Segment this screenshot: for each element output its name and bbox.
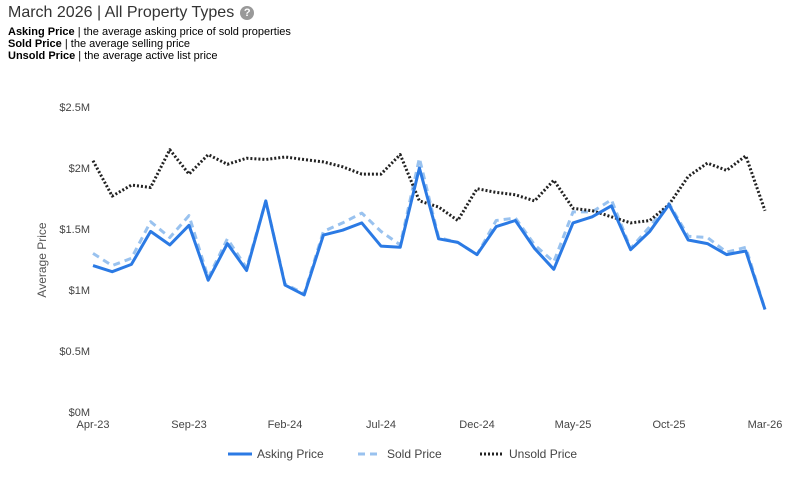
price-definitions: Asking Price | the average asking price … xyxy=(8,26,291,62)
x-tick-label: Sep-23 xyxy=(171,419,206,431)
definition-asking-price: Asking Price | the average asking price … xyxy=(8,26,291,38)
chart-legend: Asking Price Sold Price Unsold Price xyxy=(228,447,577,461)
legend-item-sold-price[interactable]: Sold Price xyxy=(358,447,442,461)
page-title: March 2026 | All Property Types xyxy=(8,4,235,21)
definition-sold-price: Sold Price | the average selling price xyxy=(8,38,291,50)
definition-term: Unsold Price xyxy=(8,50,76,62)
y-tick-label: $0M xyxy=(69,407,90,419)
definition-desc: | the average asking price of sold prope… xyxy=(74,26,291,38)
legend-item-asking-price[interactable]: Asking Price xyxy=(228,447,324,461)
definition-desc: | the average active list price xyxy=(75,50,218,62)
definition-desc: | the average selling price xyxy=(61,38,191,50)
definition-term: Asking Price xyxy=(8,26,75,38)
y-tick-label: $1M xyxy=(69,285,90,297)
legend-label: Asking Price xyxy=(257,447,324,461)
x-tick-label: May-25 xyxy=(555,419,592,431)
y-tick-label: $0.5M xyxy=(59,346,90,358)
question-circle-icon[interactable]: ? xyxy=(240,6,255,20)
x-tick-label: Jul-24 xyxy=(366,419,396,431)
y-axis-title: Average Price xyxy=(35,222,49,297)
chart-header: March 2026 | All Property Types ? Asking… xyxy=(8,4,291,62)
definition-term: Sold Price xyxy=(8,38,62,50)
title-row: March 2026 | All Property Types ? xyxy=(8,4,291,22)
x-tick-label: Dec-24 xyxy=(459,419,494,431)
legend-label: Unsold Price xyxy=(509,447,577,461)
x-tick-label: Feb-24 xyxy=(268,419,303,431)
y-tick-label: $2.5M xyxy=(59,102,90,114)
y-tick-label: $2M xyxy=(69,163,90,175)
y-axis-ticks: $0M $0.5M $1M $1.5M $2M $2.5M xyxy=(59,102,90,419)
series-lines xyxy=(91,148,767,310)
legend-label: Sold Price xyxy=(387,447,442,461)
y-tick-label: $1.5M xyxy=(59,224,90,236)
series-line-sold-price xyxy=(92,156,767,310)
x-tick-label: Oct-25 xyxy=(652,419,685,431)
x-tick-label: Apr-23 xyxy=(76,419,109,431)
x-axis-ticks: Apr-23 Sep-23 Feb-24 Jul-24 Dec-24 May-25 Oct-… xyxy=(76,419,782,431)
definition-unsold-price: Unsold Price | the average active list p… xyxy=(8,50,291,62)
x-tick-label: Mar-26 xyxy=(748,419,783,431)
legend-item-unsold-price[interactable]: Unsold Price xyxy=(480,447,577,461)
series-line-asking-price xyxy=(92,166,767,310)
